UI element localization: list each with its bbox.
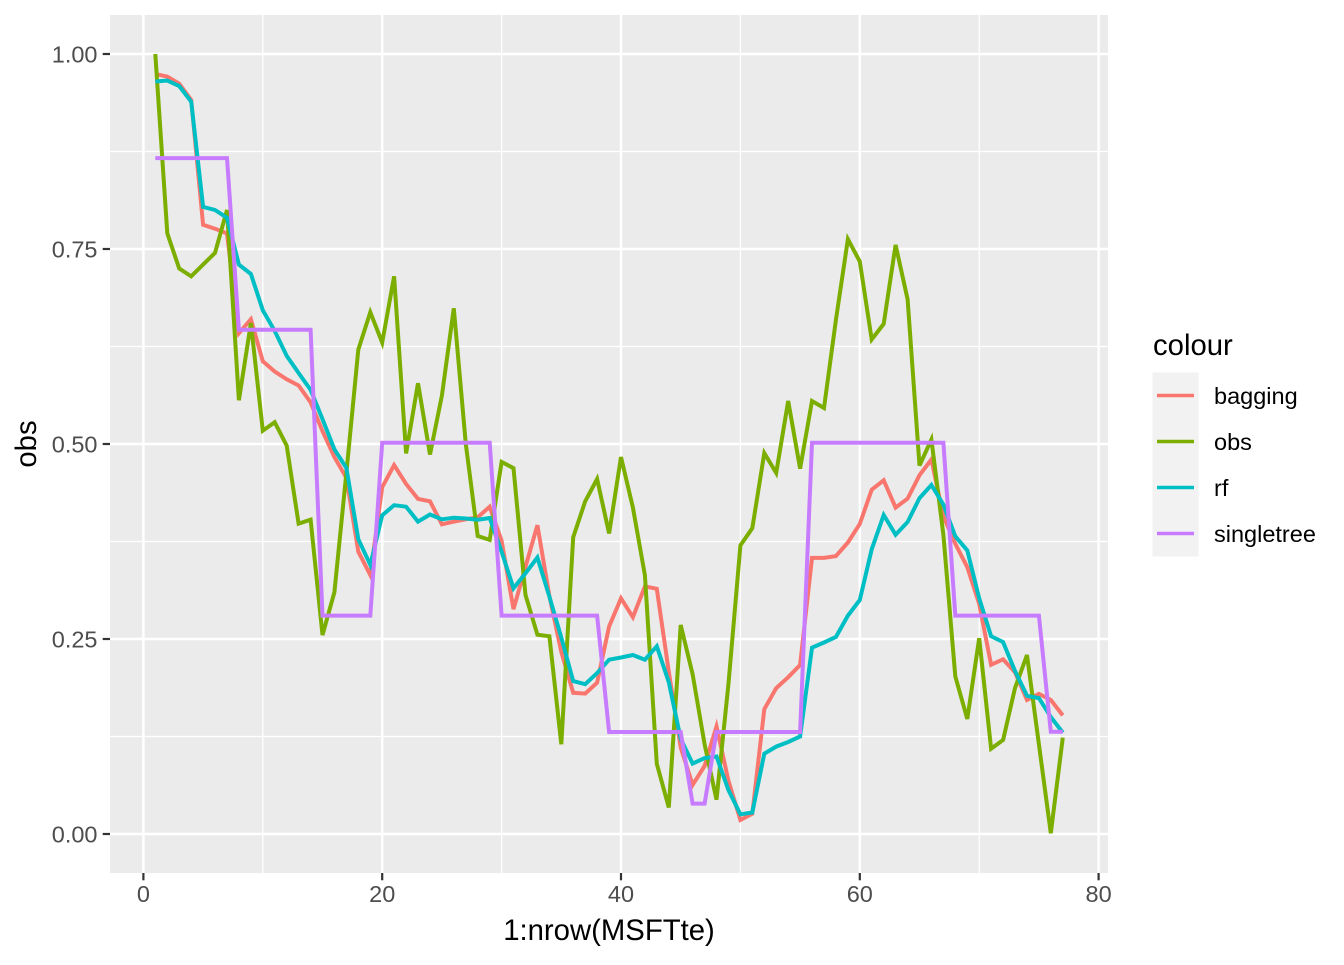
svg-text:0.25: 0.25	[52, 626, 98, 652]
svg-text:obs: obs	[10, 420, 43, 467]
svg-text:bagging: bagging	[1214, 383, 1298, 409]
svg-text:0.00: 0.00	[52, 821, 98, 847]
svg-text:60: 60	[847, 881, 873, 907]
svg-text:colour: colour	[1153, 329, 1233, 362]
svg-text:0.50: 0.50	[52, 431, 98, 457]
svg-text:80: 80	[1086, 881, 1112, 907]
svg-text:40: 40	[608, 881, 634, 907]
svg-text:0: 0	[137, 881, 150, 907]
svg-text:singletree: singletree	[1214, 521, 1316, 547]
svg-text:0.75: 0.75	[52, 236, 98, 262]
svg-text:20: 20	[369, 881, 395, 907]
svg-text:rf: rf	[1214, 475, 1229, 501]
svg-text:1:nrow(MSFTte): 1:nrow(MSFTte)	[503, 914, 715, 947]
svg-text:1.00: 1.00	[52, 41, 98, 67]
svg-text:obs: obs	[1214, 429, 1252, 455]
